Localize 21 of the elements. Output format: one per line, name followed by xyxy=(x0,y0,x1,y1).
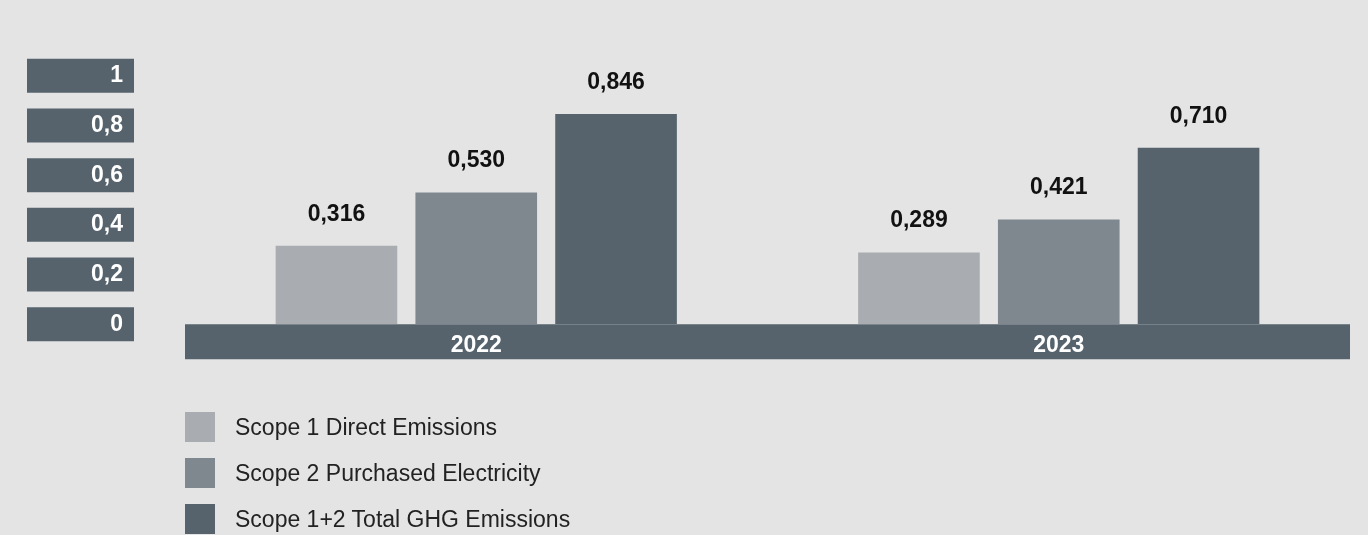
y-tick-label: 1 xyxy=(110,61,124,88)
data-label: 0,289 xyxy=(890,206,948,233)
x-tick-label: 2023 xyxy=(1033,331,1085,358)
legend-label: Scope 1 Direct Emissions xyxy=(235,413,498,441)
legend-label: Scope 1+2 Total GHG Emissions xyxy=(235,505,571,533)
data-label: 0,710 xyxy=(1169,101,1228,128)
data-label: 0,316 xyxy=(307,199,366,226)
y-tick-label: 0,6 xyxy=(91,160,123,187)
data-label: 0,421 xyxy=(1029,173,1088,200)
x-tick-label: 2022 xyxy=(450,331,502,358)
data-label: 0,846 xyxy=(587,67,645,94)
y-tick-label: 0,4 xyxy=(91,210,124,237)
bar xyxy=(415,192,538,325)
y-tick-label: 0,2 xyxy=(91,259,123,286)
y-tick-label: 0 xyxy=(110,309,123,336)
bar xyxy=(858,252,980,325)
y-tick-label: 0,8 xyxy=(91,110,124,137)
legend-label: Scope 2 Purchased Electricity xyxy=(235,459,541,487)
data-label: 0,530 xyxy=(447,146,506,173)
bar xyxy=(275,245,398,325)
bar xyxy=(997,219,1120,325)
